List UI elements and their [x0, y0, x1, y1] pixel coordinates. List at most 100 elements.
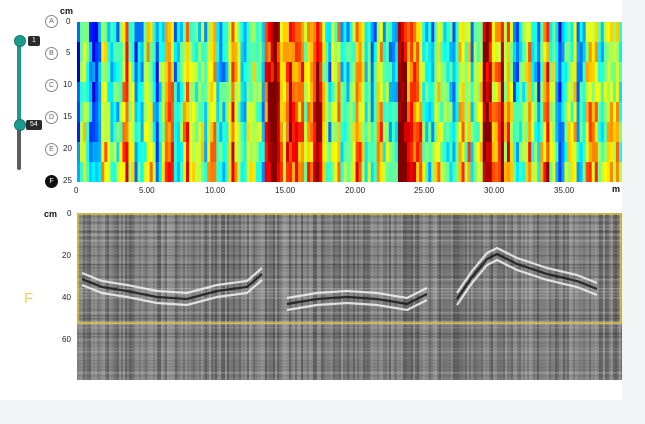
heatmap-cell [310, 142, 314, 163]
heatmap-cell [534, 142, 538, 163]
layer-button-f[interactable]: F [45, 175, 58, 188]
heatmap-cell [267, 162, 272, 182]
radargram-trace [207, 213, 209, 380]
heatmap-cell [603, 102, 608, 123]
heatmap-cell [379, 22, 384, 43]
heatmap-cell [264, 62, 269, 83]
heatmap-cell [361, 102, 366, 123]
heatmap-cell [452, 102, 456, 123]
heatmap-cell [588, 62, 593, 83]
heatmap-cell [525, 42, 529, 63]
heatmap-cell [243, 22, 247, 43]
heatmap-cell [443, 42, 447, 63]
heatmap-cell [582, 102, 587, 123]
heatmap-cell [440, 62, 444, 83]
radargram-trace [321, 213, 323, 380]
bottom-y-unit-label: cm [44, 209, 58, 219]
heatmap-cell [240, 62, 244, 83]
heatmap-cell [455, 22, 459, 43]
heatmap-cell [125, 22, 129, 43]
heatmap-cell [258, 22, 263, 43]
heatmap-cell [107, 22, 111, 43]
heatmap-cell [603, 122, 608, 143]
depth-slice-heatmap[interactable] [77, 22, 622, 182]
heatmap-cell [506, 82, 511, 103]
heatmap-cell [485, 122, 490, 143]
radargram-trace [499, 213, 501, 380]
heatmap-cell [176, 162, 181, 182]
heatmap-cell [534, 122, 538, 143]
radargram-trace [317, 213, 319, 380]
heatmap-cell [243, 142, 247, 163]
heatmap-cell [331, 42, 335, 63]
heatmap-cell [261, 142, 266, 163]
heatmap-cell [558, 62, 562, 83]
heatmap-cell [485, 82, 490, 103]
heatmap-cell [358, 142, 363, 163]
radargram-trace [147, 213, 149, 380]
heatmap-cell [201, 42, 205, 63]
heatmap-cell [134, 42, 138, 63]
heatmap-cell [609, 122, 614, 143]
heatmap-cell [391, 102, 396, 123]
heatmap-cell [397, 122, 402, 143]
radargram-trace [453, 213, 455, 380]
heatmap-cell [204, 82, 208, 103]
heatmap-cell [385, 102, 390, 123]
heatmap-cell [249, 162, 254, 182]
heatmap-cell [261, 82, 266, 103]
heatmap-cell [122, 62, 126, 83]
bottom-y-tick: 0 [67, 209, 72, 218]
heatmap-cell [555, 122, 559, 143]
heatmap-cell [219, 22, 223, 43]
reflector-curve [286, 299, 428, 312]
heatmap-cell [476, 62, 481, 83]
heatmap-cell [146, 62, 151, 83]
radargram-view[interactable] [77, 213, 622, 380]
layer-button-e[interactable]: E [45, 143, 58, 156]
heatmap-cell [397, 62, 402, 83]
slider-max-handle[interactable] [14, 119, 26, 131]
heatmap-cell [591, 142, 596, 163]
radargram-trace [443, 213, 445, 380]
radargram-trace [177, 213, 179, 380]
heatmap-cell [458, 102, 462, 123]
heatmap-cell [431, 22, 435, 43]
radargram-trace [233, 213, 235, 380]
heatmap-cell [107, 82, 111, 103]
heatmap-cell [367, 102, 372, 123]
radargram-trace [361, 213, 363, 380]
layer-button-d[interactable]: D [45, 111, 58, 124]
heatmap-cell [516, 122, 520, 143]
heatmap-cell [461, 142, 465, 163]
heatmap-cell [95, 42, 99, 63]
radargram-band [77, 321, 622, 323]
layer-button-b[interactable]: B [45, 47, 58, 60]
heatmap-cell [579, 162, 584, 182]
heatmap-cell [449, 22, 453, 43]
heatmap-cell [461, 122, 465, 143]
slider-min-handle[interactable] [14, 35, 26, 47]
heatmap-cell [137, 62, 141, 83]
heatmap-cell [137, 22, 141, 43]
heatmap-cell [497, 162, 502, 182]
heatmap-cell [119, 102, 123, 123]
heatmap-cell [252, 102, 257, 123]
heatmap-cell [164, 102, 169, 123]
heatmap-cell [116, 82, 120, 103]
heatmap-cell [270, 102, 275, 123]
heatmap-cell [443, 102, 447, 123]
heatmap-cell [219, 162, 223, 182]
radargram-trace [617, 213, 619, 380]
heatmap-cell [606, 82, 611, 103]
radargram-trace [613, 213, 615, 380]
heatmap-cell [228, 162, 232, 182]
heatmap-cell [186, 162, 190, 182]
heatmap-cell [425, 22, 429, 43]
heatmap-cell [540, 22, 544, 43]
layer-button-c[interactable]: C [45, 79, 58, 92]
slider-range[interactable] [17, 40, 21, 124]
heatmap-cell [612, 22, 617, 43]
heatmap-cell [249, 22, 254, 43]
layer-button-a[interactable]: A [45, 15, 58, 28]
